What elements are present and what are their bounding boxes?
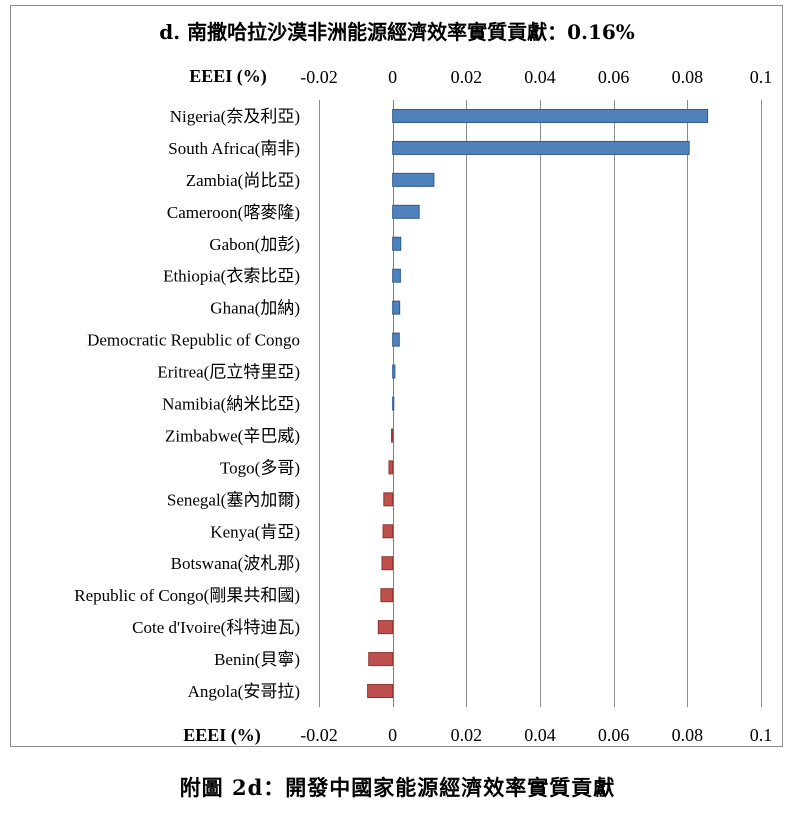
tick-labels: -0.02 -0.02 0 0 0.02 0.02 0.04 0.04 0.06 0.06 0.08… (300, 67, 772, 745)
tick-label-bottom: -0.02 (300, 725, 338, 745)
bar (392, 300, 401, 315)
bar-chart: d. 南撒哈拉沙漠非洲能源經濟效率實質貢獻：0.16% Nigeria(奈及利亞… (74, 20, 772, 746)
bar (392, 172, 435, 187)
bar (392, 364, 396, 379)
tick-label-top: 0 (388, 67, 397, 87)
tick-label-top: 0.04 (524, 67, 556, 87)
bar (392, 140, 690, 155)
tick-label-top: 0.08 (672, 67, 704, 87)
tick-label-top: 0.1 (750, 67, 773, 87)
category-label: Eritrea(厄立特里亞) (157, 363, 300, 382)
x-axis-title-top: EEEI (%) (189, 66, 267, 87)
bar (383, 492, 394, 507)
bar (392, 332, 400, 347)
chart-title: d. 南撒哈拉沙漠非洲能源經濟效率實質貢獻：0.16% (159, 20, 635, 44)
category-label: Republic of Congo(剛果共和國) (74, 586, 300, 605)
tick-label-top: 0.06 (598, 67, 630, 87)
category-label: Kenya(肯亞) (210, 522, 300, 541)
bars (367, 108, 709, 699)
tick-label-top: -0.02 (300, 67, 338, 87)
category-labels: Nigeria(奈及利亞) South Africa(南非) Zambia(尚比亞)… (74, 107, 300, 701)
category-label: Zambia(尚比亞) (186, 171, 300, 190)
category-label: Democratic Republic of Congo (87, 331, 300, 350)
bar (377, 620, 394, 635)
category-label: Togo(多哥) (220, 458, 300, 477)
bar (380, 588, 394, 603)
tick-label-bottom: 0 (388, 725, 397, 745)
category-label: Nigeria(奈及利亞) (170, 107, 300, 126)
bar (392, 236, 402, 251)
tick-label-bottom: 0.08 (672, 725, 704, 745)
bar (392, 108, 709, 123)
bar (368, 652, 394, 667)
category-label: Zimbabwe(辛巴威) (165, 426, 300, 445)
bar (392, 396, 395, 411)
gridlines (319, 100, 762, 707)
category-label: Senegal(塞內加爾) (167, 490, 300, 509)
bar (382, 524, 394, 539)
category-label: Benin(貝寧) (214, 650, 300, 669)
tick-label-top: 0.02 (451, 67, 483, 87)
category-label: Botswana(波札那) (171, 554, 300, 573)
bar (367, 684, 394, 699)
figure-caption: 附圖 2d：開發中國家能源經濟效率實質貢獻 (179, 775, 616, 800)
category-label: Cameroon(喀麥隆) (167, 203, 300, 222)
bar (392, 204, 420, 219)
tick-label-bottom: 0.04 (524, 725, 556, 745)
category-label: South Africa(南非) (168, 139, 300, 158)
tick-label-bottom: 0.06 (598, 725, 630, 745)
category-label: Cote d'Ivoire(科特迪瓦) (132, 618, 300, 637)
chart-frame (10, 5, 783, 747)
tick-label-bottom: 0.1 (750, 725, 773, 745)
bar (392, 268, 401, 283)
bar (381, 556, 394, 571)
category-label: Gabon(加彭) (209, 235, 300, 254)
category-label: Namibia(納米比亞) (162, 395, 300, 414)
category-label: Ghana(加納) (210, 299, 300, 318)
x-axis-title-bottom: EEEI (%) (183, 725, 261, 746)
tick-label-bottom: 0.02 (451, 725, 483, 745)
category-label: Ethiopia(衣索比亞) (163, 267, 300, 286)
bar (388, 460, 394, 475)
bar (391, 428, 394, 443)
category-label: Angola(安哥拉) (188, 682, 300, 701)
